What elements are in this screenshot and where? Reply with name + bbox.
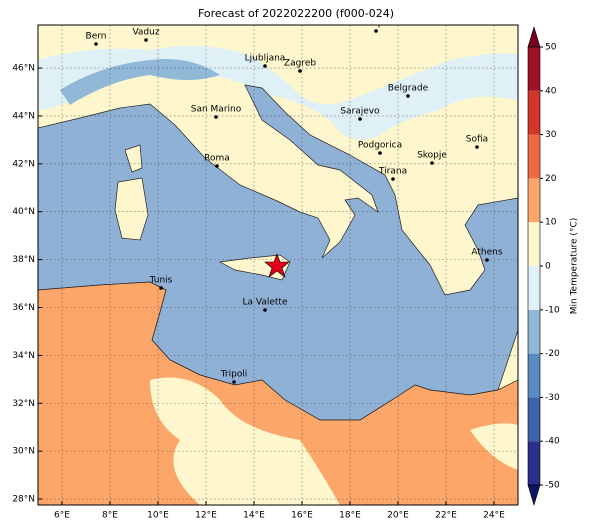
- city-dot: [374, 29, 378, 33]
- city-label: La Valette: [243, 298, 288, 308]
- y-tick-label: 30°N: [12, 447, 35, 457]
- y-tick-label: 46°N: [12, 64, 35, 74]
- city-dot: [358, 117, 362, 121]
- x-tick-label: 18°E: [339, 511, 361, 521]
- city-label: Bern: [86, 32, 107, 42]
- colorbar-tick-label: 0: [545, 262, 551, 272]
- colorbar-segment: [528, 134, 540, 179]
- desert-mild: [470, 423, 518, 470]
- colorbar-segment: [528, 178, 540, 223]
- x-tick-label: 10°E: [147, 511, 169, 521]
- colorbar-over: [527, 25, 541, 48]
- colorbar-segment: [528, 441, 540, 485]
- colorbar-tick-label: -50: [545, 481, 560, 491]
- city-dot: [232, 380, 236, 384]
- x-tick-label: 20°E: [387, 511, 409, 521]
- colorbar-segment: [528, 222, 540, 266]
- city-label: Zagreb: [284, 59, 316, 69]
- colorbar-segment: [528, 353, 540, 398]
- colorbar-tick-label: 40: [545, 86, 557, 96]
- city-label: Tunis: [149, 276, 173, 286]
- city-dot: [391, 177, 395, 181]
- colorbar-segment: [528, 309, 540, 354]
- city-dot: [94, 42, 98, 46]
- colorbar-segment: [528, 90, 540, 135]
- city-dot: [215, 164, 219, 168]
- city-dot: [214, 115, 218, 119]
- colorbar-tick-label: -40: [545, 437, 560, 447]
- city-label: Sofia: [466, 135, 488, 145]
- x-tick-label: 16°E: [291, 511, 313, 521]
- alps-cold: [60, 59, 220, 105]
- city-label: San Marino: [191, 105, 242, 115]
- city-dot: [144, 38, 148, 42]
- city-label: Vaduz: [132, 28, 159, 38]
- colorbar-segment: [528, 266, 540, 310]
- city-dot: [485, 258, 489, 262]
- map-frame: [37, 24, 519, 506]
- city-dot: [406, 94, 410, 98]
- title: Forecast of 2022022200 (f000-024): [198, 7, 394, 20]
- city-label: Budapest: [355, 19, 398, 29]
- x-tick-label: 6°E: [54, 511, 70, 521]
- y-tick-label: 44°N: [12, 111, 35, 121]
- city-label: Athens: [471, 248, 502, 258]
- colorbar-tick-label: 50: [545, 43, 557, 53]
- x-tick-label: 24°E: [483, 511, 505, 521]
- star-marker: [264, 253, 290, 278]
- city-label: Podgorica: [358, 141, 402, 151]
- colorbar-label: Min Temperature (°C): [570, 218, 580, 315]
- x-tick-label: 14°E: [243, 511, 265, 521]
- city-dot: [263, 308, 267, 312]
- x-tick-label: 12°E: [195, 511, 217, 521]
- colorbar-tick-label: 30: [545, 130, 557, 140]
- city-dot: [378, 151, 382, 155]
- city-label: Tripoli: [220, 370, 248, 380]
- colorbar-tick-label: -30: [545, 393, 560, 403]
- y-tick-label: 34°N: [12, 351, 35, 361]
- x-tick-label: 8°E: [102, 511, 118, 521]
- islands: [114, 144, 149, 241]
- city-dot: [430, 161, 434, 165]
- city-label: Belgrade: [388, 84, 429, 94]
- city-label: Ljubljana: [245, 54, 286, 64]
- city-label: Sarajevo: [340, 107, 380, 117]
- colorbar-tick-label: -10: [545, 305, 560, 315]
- y-tick-label: 42°N: [12, 159, 35, 169]
- y-tick-label: 28°N: [12, 495, 35, 505]
- colorbar-under: [527, 484, 541, 507]
- city-label: Skopje: [417, 151, 447, 161]
- sahara-mild: [150, 377, 340, 505]
- colorbar-segment: [528, 47, 540, 91]
- colorbar-segment: [528, 397, 540, 442]
- city-dot: [263, 64, 267, 68]
- colorbar-tick-label: 20: [545, 174, 557, 184]
- x-tick-label: 22°E: [435, 511, 457, 521]
- colorbar-tick-label: -20: [545, 349, 560, 359]
- city-dot: [159, 286, 163, 290]
- city-label: Roma: [204, 154, 230, 164]
- colorbar-tick-label: 10: [545, 218, 557, 228]
- y-tick-label: 40°N: [12, 207, 35, 217]
- y-tick-label: 36°N: [12, 303, 35, 313]
- y-tick-label: 32°N: [12, 399, 35, 409]
- y-tick-label: 38°N: [12, 255, 35, 265]
- city-dot: [475, 145, 479, 149]
- city-dot: [298, 69, 302, 73]
- city-label: Tirana: [378, 167, 407, 177]
